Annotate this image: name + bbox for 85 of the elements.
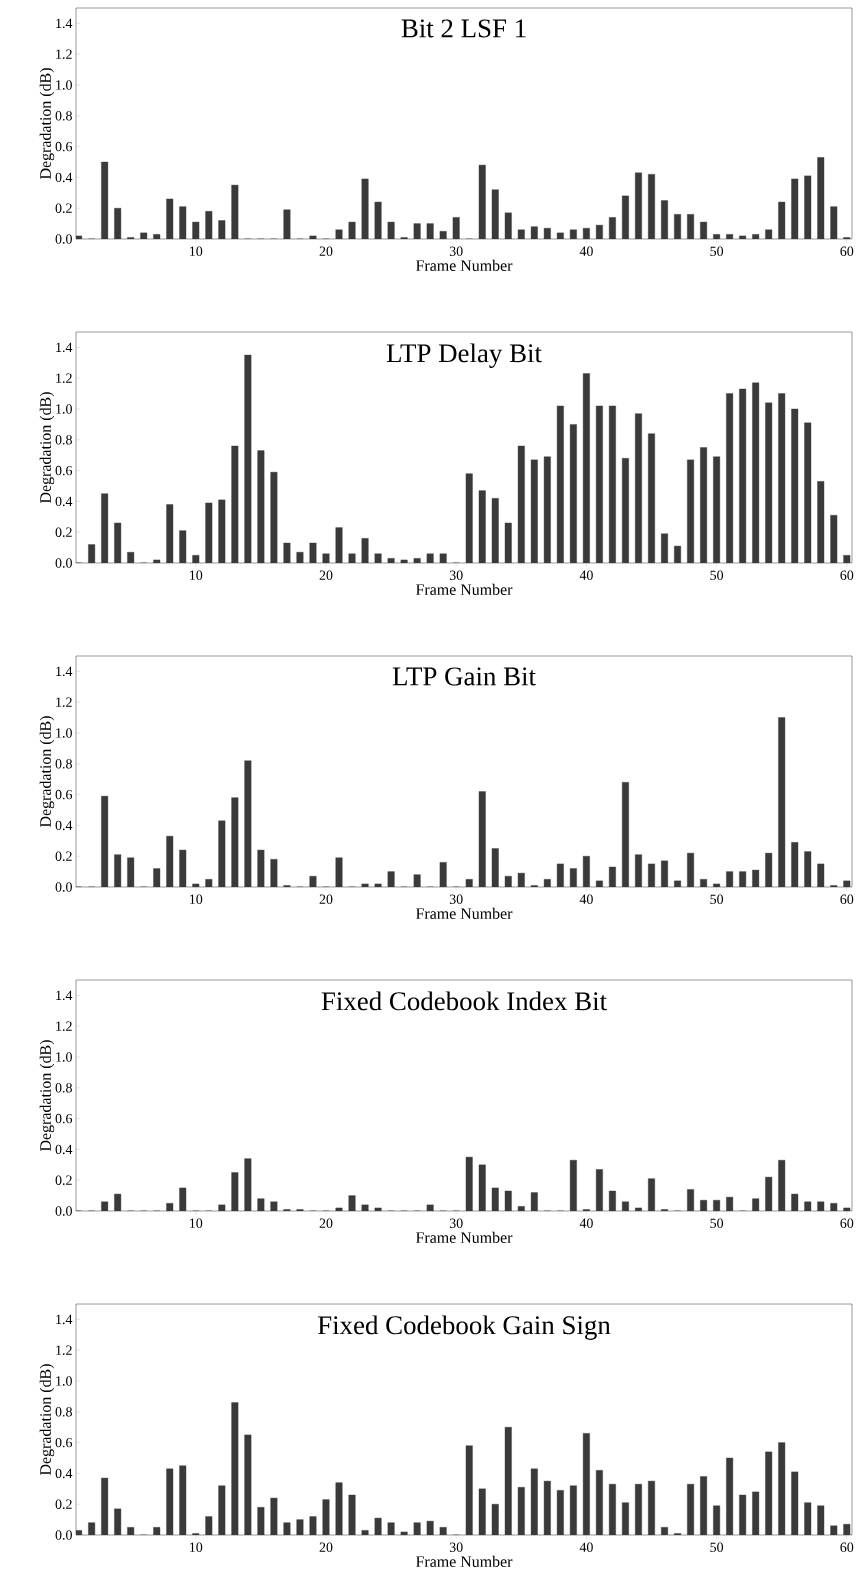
x-tick-label: 40: [579, 246, 593, 256]
y-tick-label: 0.2: [55, 1175, 72, 1185]
x-tick-label: 50: [710, 570, 724, 580]
y-tick-label: 0.0: [55, 1530, 72, 1540]
y-tick-label: 0.4: [55, 1468, 73, 1479]
y-tick-label: 0.6: [55, 141, 73, 152]
x-tick-label: 60: [840, 570, 854, 580]
chart-title: LTP Gain Bit: [392, 667, 536, 686]
chart-title: LTP Delay Bit: [386, 343, 542, 368]
x-axis-title: Frame Number: [415, 583, 513, 595]
y-tick-label: 0.0: [55, 1206, 72, 1216]
y-tick-label: 0.6: [55, 1113, 73, 1124]
x-tick-label: 20: [319, 1218, 333, 1228]
x-tick-label: 20: [319, 1542, 333, 1552]
x-tick-label: 60: [840, 1542, 854, 1552]
x-tick-label: 20: [319, 570, 333, 580]
y-tick-label: 0.8: [55, 1407, 72, 1417]
x-tick-label: 30: [449, 1542, 463, 1552]
y-tick-label: 0.8: [55, 111, 72, 121]
x-tick-label: 30: [449, 894, 463, 904]
y-tick-label: 1.4: [56, 1314, 73, 1325]
y-tick-label: 1.0: [56, 728, 72, 738]
y-tick-label: 0.8: [55, 1083, 72, 1093]
y-tick-label: 1.4: [56, 666, 73, 677]
x-tick-label: 40: [579, 1542, 593, 1552]
x-axis-title: Frame Number: [415, 1555, 513, 1568]
y-tick-label: 0.6: [55, 1437, 73, 1448]
x-tick-label: 60: [840, 1218, 854, 1228]
y-tick-label: 1.2: [56, 373, 72, 383]
y-tick-label: 1.4: [56, 342, 73, 353]
y-tick-label: 0.4: [55, 820, 73, 831]
y-tick-label: 1.2: [56, 697, 72, 707]
x-tick-label: 50: [710, 1542, 724, 1552]
y-tick-label: 0.2: [55, 203, 72, 213]
y-axis-title: Degradation (dB): [39, 68, 55, 180]
x-tick-label: 10: [190, 1542, 203, 1552]
x-tick-label: 40: [579, 570, 593, 580]
y-tick-label: 1.2: [56, 1021, 72, 1031]
y-tick-label: 1.0: [56, 1052, 72, 1062]
y-tick-label: 1.4: [56, 990, 73, 1001]
y-axis-title: Degradation (dB): [39, 392, 55, 504]
x-tick-label: 20: [319, 894, 333, 904]
x-tick-label: 40: [579, 1218, 593, 1228]
y-tick-label: 0.4: [55, 496, 73, 507]
x-tick-label: 60: [840, 894, 854, 904]
y-tick-label: 0.2: [55, 851, 72, 861]
x-tick-label: 30: [449, 246, 463, 256]
y-tick-label: 1.2: [56, 49, 72, 59]
y-tick-label: 0.0: [55, 882, 72, 892]
y-tick-label: 1.2: [56, 1345, 72, 1355]
x-tick-label: 50: [710, 1218, 724, 1228]
y-tick-label: 0.6: [55, 465, 73, 476]
y-axis-title: Degradation (dB): [39, 1040, 55, 1152]
x-tick-label: 30: [449, 1218, 463, 1228]
chart-title: Fixed Codebook Gain Sign: [317, 1315, 611, 1340]
x-tick-label: 20: [319, 246, 333, 256]
x-tick-label: 10: [190, 246, 203, 256]
y-tick-label: 0.8: [55, 759, 72, 769]
chart-title: Fixed Codebook Index Bit: [321, 991, 607, 1011]
x-tick-label: 10: [190, 894, 203, 904]
y-tick-label: 1.0: [56, 1376, 72, 1386]
x-axis-title: Frame Number: [415, 1231, 513, 1243]
x-axis-title: Frame Number: [415, 907, 513, 919]
y-axis-title: Degradation (dB): [39, 716, 55, 828]
y-tick-label: 0.8: [55, 435, 72, 445]
x-tick-label: 60: [840, 246, 854, 256]
y-tick-label: 0.2: [55, 1499, 72, 1509]
y-tick-label: 0.4: [55, 172, 73, 183]
x-tick-label: 50: [710, 246, 724, 256]
y-tick-label: 0.0: [55, 234, 72, 244]
y-tick-label: 0.2: [55, 527, 72, 537]
x-tick-label: 50: [710, 894, 724, 904]
x-axis-title: Frame Number: [415, 259, 513, 271]
y-tick-label: 1.0: [56, 80, 72, 90]
y-tick-label: 0.6: [55, 789, 73, 800]
y-tick-label: 1.0: [56, 404, 72, 414]
y-tick-label: 0.0: [55, 558, 72, 568]
x-tick-label: 30: [449, 570, 463, 580]
x-tick-label: 10: [190, 570, 203, 580]
x-tick-label: 40: [579, 894, 593, 904]
x-tick-label: 10: [190, 1218, 203, 1228]
y-tick-label: 1.4: [56, 18, 73, 29]
y-axis-title: Degradation (dB): [39, 1364, 55, 1476]
y-tick-label: 0.4: [55, 1144, 73, 1155]
chart-title: Bit 2 LSF 1: [401, 19, 526, 38]
